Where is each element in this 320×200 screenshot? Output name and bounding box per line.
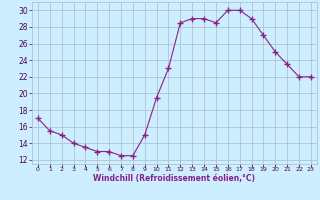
X-axis label: Windchill (Refroidissement éolien,°C): Windchill (Refroidissement éolien,°C) [93, 174, 255, 183]
